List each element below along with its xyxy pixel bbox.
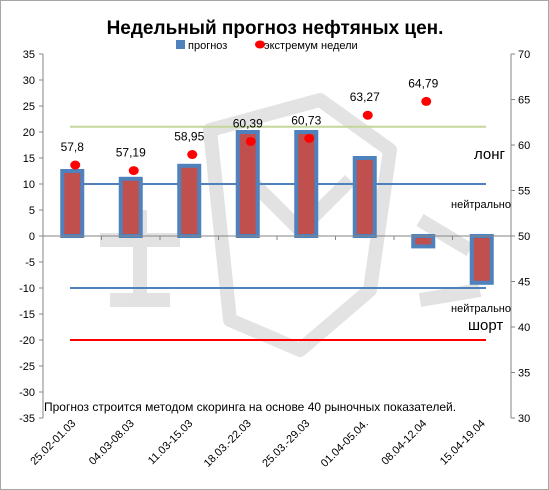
forecast-bar xyxy=(411,234,436,249)
forecast-bar xyxy=(235,130,260,238)
left-axis-tick-label: 10 xyxy=(23,179,35,191)
x-category-label: 25.03.-29.03 xyxy=(260,418,312,470)
extremum-marker xyxy=(421,96,432,106)
forecast-bar xyxy=(294,130,319,238)
extremum-data-label: 60,39 xyxy=(233,116,263,130)
extremum-marker xyxy=(245,136,256,146)
x-category-label: 15.04-19.04 xyxy=(438,418,488,468)
legend-extremum-marker xyxy=(255,40,265,49)
left-axis-tick-label: -20 xyxy=(19,335,35,347)
x-category-label: 25.02-01.03 xyxy=(28,418,78,468)
left-axis-tick-label: -10 xyxy=(19,283,35,295)
extremum-data-label: 64,79 xyxy=(408,76,438,90)
left-axis-tick-label: 0 xyxy=(29,231,35,243)
left-axis-tick-label: -25 xyxy=(19,361,35,373)
legend: прогноз экстремум недели xyxy=(176,40,358,52)
right-axis-tick-label: 60 xyxy=(518,140,530,152)
right-axis-tick-label: 55 xyxy=(518,186,530,198)
chart-title: Недельный прогноз нефтяных цен. xyxy=(107,18,444,39)
extremum-marker xyxy=(187,150,198,160)
right-axis-tick-label: 35 xyxy=(518,368,530,380)
x-category-label: 04.03-08.03 xyxy=(87,418,137,468)
left-axis-tick-label: 35 xyxy=(23,49,35,61)
legend-forecast-swatch xyxy=(176,40,185,49)
extremum-data-label: 63,27 xyxy=(350,90,380,104)
watermark-logo xyxy=(100,93,482,357)
right-axis-tick-label: 65 xyxy=(518,95,530,107)
left-axis-tick-label: -35 xyxy=(19,413,35,425)
right-axis-tick-label: 70 xyxy=(518,49,530,61)
extremum-data-label: 57,8 xyxy=(61,140,85,154)
left-axis-tick-label: -5 xyxy=(25,257,35,269)
extremum-data-label: 58,95 xyxy=(174,130,204,144)
right-axis-tick-label: 45 xyxy=(518,277,530,289)
reference-line-label: нейтрально xyxy=(451,199,511,211)
reference-line-label: нейтрально xyxy=(451,303,511,315)
left-axis-tick-label: 5 xyxy=(29,205,35,217)
right-axis-tick-label: 30 xyxy=(518,413,530,425)
left-axis-tick-label: 30 xyxy=(23,75,35,87)
forecast-bar xyxy=(118,176,143,239)
left-axis-tick-label: -30 xyxy=(19,387,35,399)
left-axis-tick-label: -15 xyxy=(19,309,35,321)
legend-forecast-label: прогноз xyxy=(188,40,227,52)
forecast-bar xyxy=(352,156,377,238)
footnote: Прогноз строится методом скоринга на осн… xyxy=(44,400,456,414)
extremum-data-label: 57,19 xyxy=(116,146,146,160)
short-label: шорт xyxy=(468,317,503,334)
left-axis-tick-label: 25 xyxy=(23,101,35,113)
extremum-marker xyxy=(128,166,139,176)
extremum-marker xyxy=(304,133,315,143)
x-category-label: 08.04-12.04 xyxy=(379,418,429,468)
right-axis-tick-label: 40 xyxy=(518,322,530,334)
forecast-bar xyxy=(469,234,494,285)
right-axis-tick-label: 50 xyxy=(518,231,530,243)
x-category-label: 01.04-05.04. xyxy=(319,418,371,470)
extremum-data-label: 60,73 xyxy=(291,113,321,127)
long-label: лонг xyxy=(474,146,506,163)
legend-extremum-label: экстремум недели xyxy=(264,40,358,52)
x-category-label: 18.03.-22.03 xyxy=(202,418,254,470)
left-axis-tick-label: 20 xyxy=(23,127,35,139)
forecast-bar xyxy=(60,169,85,238)
extremum-marker xyxy=(70,160,81,170)
left-axis-tick-label: 15 xyxy=(23,153,35,165)
x-category-label: 11.03-15.03 xyxy=(146,418,195,467)
extremum-marker xyxy=(362,110,373,120)
forecast-bar xyxy=(177,163,202,238)
